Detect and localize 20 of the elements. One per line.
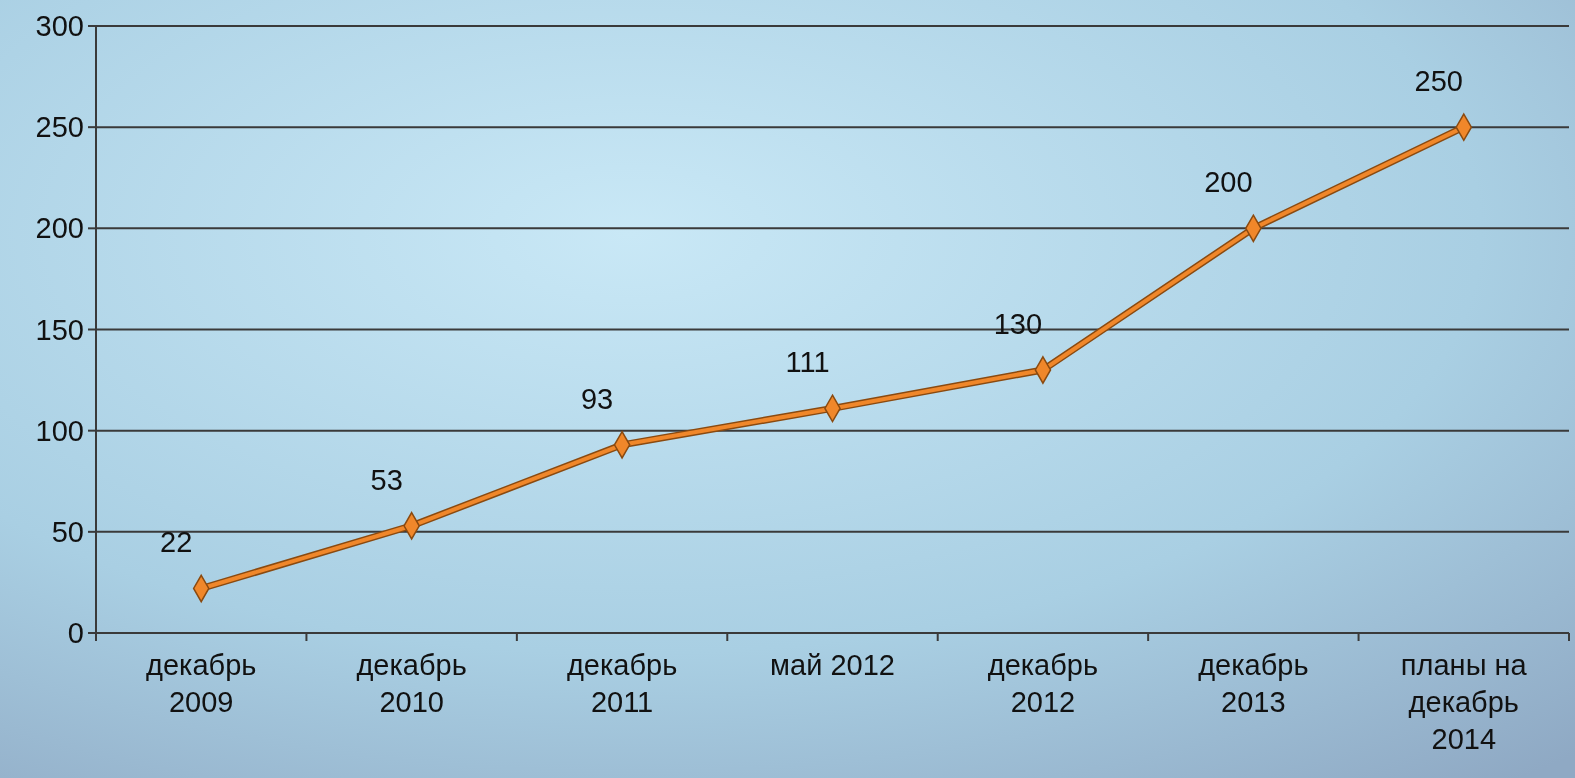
data-label: 250: [1414, 65, 1463, 98]
y-tick-label: 150: [35, 313, 84, 346]
x-tick-label: декабрь 2011: [566, 649, 678, 718]
x-tick-label: декабрь 2010: [356, 649, 467, 718]
x-tick-label: декабрь 2009: [146, 649, 257, 718]
y-tick-label: 300: [35, 10, 84, 43]
x-tick-label: май 2012: [770, 649, 895, 681]
data-label: 22: [160, 526, 193, 559]
x-tick-label: планы на декабрь 2014: [1400, 649, 1528, 755]
y-tick-label: 50: [51, 515, 84, 548]
y-tick-label: 200: [35, 212, 84, 245]
x-tick-label: декабрь 2013: [1198, 649, 1309, 718]
y-tick-label: 0: [67, 617, 84, 650]
y-tick-label: 250: [35, 111, 84, 144]
data-label: 200: [1204, 166, 1253, 199]
x-tick-label: декабрь 2012: [987, 649, 1099, 718]
data-label: 53: [370, 463, 403, 496]
data-label: 111: [785, 346, 830, 379]
data-label: 93: [580, 382, 614, 415]
y-tick-label: 100: [35, 414, 84, 447]
